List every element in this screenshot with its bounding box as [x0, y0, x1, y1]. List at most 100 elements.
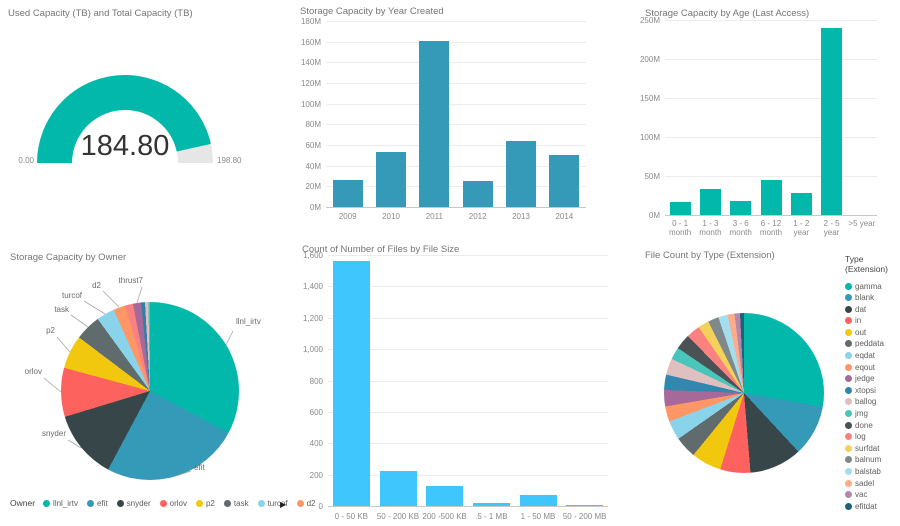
legend-dot [845, 410, 852, 418]
legend-item-ballog[interactable]: ballog [845, 397, 900, 406]
legend-item-d2[interactable]: d2 [296, 499, 315, 508]
legend-dot [845, 294, 852, 302]
x-axis-label: 6 - 12 month [759, 219, 783, 237]
bar-2010[interactable] [376, 152, 406, 207]
x-axis-label: 2014 [555, 212, 574, 221]
slice-label-p2: p2 [46, 326, 55, 335]
legend-item-done[interactable]: done [845, 420, 900, 430]
x-axis-label: 1 - 50 MB [520, 512, 556, 521]
gridline [326, 21, 586, 22]
legend-item-llnl_irtv[interactable]: llnl_irtv [43, 499, 78, 508]
legend-item-log[interactable]: log [845, 432, 900, 442]
y-axis-label: 0M [309, 203, 321, 212]
bar-.5-1MB[interactable] [472, 502, 510, 506]
y-axis-label: 200 [309, 470, 323, 480]
y-axis-label: 180M [300, 17, 321, 26]
x-axis-label: 2009 [338, 212, 357, 221]
legend-label: gamma [855, 281, 882, 291]
legend-item-p2[interactable]: p2 [195, 498, 215, 508]
legend-label: jmg [855, 409, 868, 419]
bar-200-500KB[interactable] [426, 485, 464, 506]
gridline [328, 286, 608, 288]
x-axis-line [328, 506, 608, 507]
slice-label-efit: efit [194, 463, 205, 472]
bar-2009[interactable] [332, 180, 363, 207]
gridline [326, 83, 586, 84]
legend-label: balnum [855, 455, 882, 465]
legend-item-in[interactable]: in [845, 316, 900, 326]
legend-item-xtopsi[interactable]: xtopsi [845, 386, 900, 395]
bar-6-12[interactable] [760, 179, 782, 215]
bar-0-50KB[interactable] [332, 261, 370, 506]
legend-item-balnum[interactable]: balnum [845, 455, 900, 465]
legend-item-gamma[interactable]: gamma [845, 281, 900, 291]
y-axis-label: 250M [639, 16, 660, 25]
gridline [326, 186, 586, 188]
legend-dot [257, 499, 265, 507]
gridline [328, 317, 608, 319]
legend-label: llnl_irtv [53, 498, 78, 508]
legend-item-vac[interactable]: vac [845, 490, 900, 500]
legend-item-dat[interactable]: dat [845, 305, 900, 314]
legend-item-surfdat[interactable]: surfdat [845, 444, 900, 453]
x-axis-label: 2 - 5 year [823, 219, 840, 237]
bar-2013[interactable] [506, 140, 536, 207]
legend-item-balstab[interactable]: balstab [845, 467, 900, 476]
legend-item-jedge[interactable]: jedge [845, 374, 900, 383]
age-chart-plot: 0M 50M 100M 150M 200M 250M 0 - 1 month 1 - 3 mo… [618, 0, 900, 240]
gridline [328, 349, 608, 351]
legend-item-out[interactable]: out [845, 328, 900, 337]
y-axis-label: 100M [300, 99, 321, 109]
legend-dot [195, 499, 203, 507]
legend-item-blank[interactable]: blank [845, 293, 900, 302]
legend-label: vac [855, 490, 868, 500]
y-axis-label: 50M [644, 172, 660, 181]
gridline [328, 380, 608, 382]
legend-scroll-arrow[interactable]: ▶ [280, 500, 287, 509]
gauge-tile: Used Capacity (TB) and Total Capacity (T… [0, 0, 288, 240]
legend-item-peddata[interactable]: peddata [845, 339, 900, 348]
legend-label: in [855, 316, 862, 326]
type-legend-title: Type (Extension) [845, 254, 888, 274]
legend-item-eqdat[interactable]: eqdat [845, 351, 900, 360]
legend-label: log [855, 432, 866, 442]
gauge-chart[interactable] [0, 0, 288, 240]
bar-1-2[interactable] [790, 193, 812, 215]
y-axis-label: 1,000 [302, 345, 323, 355]
gridline [326, 124, 586, 126]
legend-item-eqout[interactable]: eqout [845, 363, 900, 372]
legend-item-task[interactable]: task [223, 499, 249, 508]
bar-3-6[interactable] [730, 200, 752, 215]
legend-dot [845, 468, 852, 475]
legend-label: done [855, 420, 873, 430]
bar-2014[interactable] [549, 155, 580, 207]
type-pie[interactable] [664, 313, 824, 473]
bar-2011[interactable] [419, 40, 450, 207]
legend-item-sadel[interactable]: sadel [845, 479, 900, 488]
legend-item-snyder[interactable]: snyder [116, 499, 151, 508]
legend-item-jmg[interactable]: jmg [845, 409, 900, 419]
owner-pie[interactable] [61, 302, 239, 480]
bar-2-5[interactable] [821, 27, 843, 215]
legend-item-efitdat[interactable]: efitdat [845, 502, 900, 511]
bar-1-3[interactable] [699, 189, 721, 215]
y-axis-label: 150M [639, 94, 660, 103]
x-axis-label: 2012 [468, 212, 487, 221]
bar-0-1[interactable] [669, 201, 691, 215]
legend-dot [845, 444, 852, 452]
legend-dot [845, 456, 852, 464]
x-axis-label: .5 - 1 MB [475, 512, 508, 521]
legend-label: p2 [205, 498, 215, 508]
legend-item-efit[interactable]: efit [86, 499, 108, 508]
legend-item-turcof[interactable]: turcof [257, 499, 288, 508]
bar-50-200KB[interactable] [379, 471, 417, 506]
legend-dot [43, 499, 51, 507]
bar-50-200MB[interactable] [566, 504, 604, 506]
gauge-title: Used Capacity (TB) and Total Capacity (T… [8, 8, 193, 19]
legend-item-orlov[interactable]: orlov [159, 499, 187, 508]
pie-chart-type-tile: File Count by Type (Extension) Type (Ext… [618, 240, 900, 526]
bar-1-50MB[interactable] [519, 495, 557, 506]
bar-2012[interactable] [462, 181, 493, 207]
y-axis-label: 800 [309, 376, 323, 386]
slice-label-task: task [54, 305, 69, 314]
